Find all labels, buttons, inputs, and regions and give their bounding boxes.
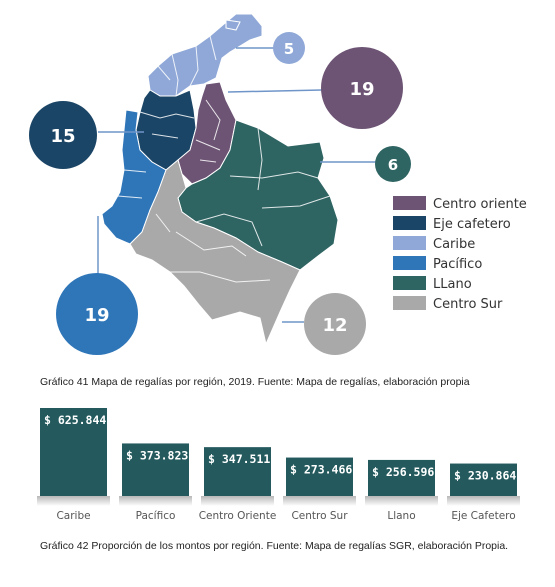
bar-shadow [447, 496, 520, 506]
legend-swatch-llano [393, 276, 426, 290]
category-label: Centro Oriente [199, 510, 277, 522]
bubble-centro-sur-circle [304, 293, 366, 355]
category-label: Pacífico [136, 510, 176, 522]
bar-value-label: $ 625.844 [44, 413, 106, 427]
bar-value-label: $ 230.864 [454, 469, 516, 483]
figure-42-caption: Gráfico 42 Proporción de los montos por … [40, 540, 509, 552]
bubble-llano-value: 6 [388, 156, 398, 174]
bar-value-label: $ 347.511 [208, 452, 270, 466]
category-label: Eje Cafetero [451, 510, 515, 522]
legend-item-caribe: Caribe [393, 236, 475, 252]
bubble-eje-cafetero-value: 15 [50, 126, 75, 147]
category-label: Caribe [56, 510, 90, 522]
colombia-map [101, 13, 339, 346]
bars-layer: $ 625.844 Caribe $ 373.823 Pacífico $ 347.51… [37, 408, 520, 522]
legend-item-centro-oriente: Centro oriente [393, 196, 527, 212]
legend-label-centro-sur: Centro Sur [433, 297, 503, 312]
bubble-eje-cafetero-circle [29, 101, 97, 169]
legend-swatch-centro-oriente [393, 196, 426, 210]
bubble-pacifico-value: 19 [84, 305, 109, 326]
bar-value-label: $ 373.823 [126, 448, 188, 462]
bubble-eje-cafetero: 15 [29, 101, 97, 169]
legend-swatch-centro-sur [393, 296, 426, 310]
legend-swatch-eje-cafetero [393, 216, 426, 230]
bar [286, 457, 353, 496]
bubble-centro-oriente-value: 19 [349, 79, 374, 100]
bubble-centro-sur: 12 [304, 293, 366, 355]
regional-map-figure: 5 19 15 6 19 12 Centro oriente [29, 13, 527, 355]
figure-41-caption: Gráfico 41 Mapa de regalías por región, … [40, 376, 470, 388]
legend-item-pacifico: Pacífico [393, 256, 482, 272]
legend-label-eje-cafetero: Eje cafetero [433, 217, 511, 232]
category-label: Centro Sur [291, 510, 348, 522]
bar-shadow [201, 496, 274, 506]
bar-chart-figure: $ 625.844 Caribe $ 373.823 Pacífico $ 347.51… [37, 408, 520, 522]
legend-swatch-pacifico [393, 256, 426, 270]
bubble-llano-circle [375, 146, 411, 182]
bar [40, 408, 107, 496]
connector-line-centro-oriente [227, 89, 323, 93]
bubble-llano: 6 [375, 146, 411, 182]
map-region-caribe-islands [225, 19, 241, 31]
bar [204, 447, 271, 496]
bubble-caribe-value: 5 [284, 40, 294, 58]
bubble-caribe: 5 [273, 32, 305, 64]
legend-swatch-caribe [393, 236, 426, 250]
map-region-caribe [147, 13, 263, 97]
bubble-centro-oriente: 19 [321, 47, 403, 129]
bar-shadow [283, 496, 356, 506]
bar-shadow [37, 496, 110, 506]
bar [122, 443, 189, 496]
bubble-pacifico: 19 [56, 273, 138, 355]
bar [368, 459, 435, 496]
category-label: Llano [387, 510, 415, 522]
map-region-centro-sur [129, 159, 301, 346]
legend-label-centro-oriente: Centro oriente [433, 197, 527, 212]
legend-item-centro-sur: Centro Sur [393, 296, 503, 312]
bubble-centro-sur-value: 12 [322, 315, 347, 336]
bar-shadow [365, 496, 438, 506]
legend-item-llano: LLano [393, 276, 472, 292]
map-legend: Centro oriente Eje cafetero Caribe Pacíf… [393, 196, 527, 312]
legend-label-caribe: Caribe [433, 237, 475, 252]
bar-shadow [119, 496, 192, 506]
bubble-centro-oriente-circle [321, 47, 403, 129]
legend-item-eje-cafetero: Eje cafetero [393, 216, 511, 232]
bar [450, 463, 517, 496]
bar-value-label: $ 256.596 [372, 465, 434, 479]
bubble-caribe-circle [273, 32, 305, 64]
legend-label-llano: LLano [433, 277, 472, 292]
bar-value-label: $ 273.466 [290, 463, 352, 477]
bubble-pacifico-circle [56, 273, 138, 355]
legend-label-pacifico: Pacífico [433, 257, 482, 272]
